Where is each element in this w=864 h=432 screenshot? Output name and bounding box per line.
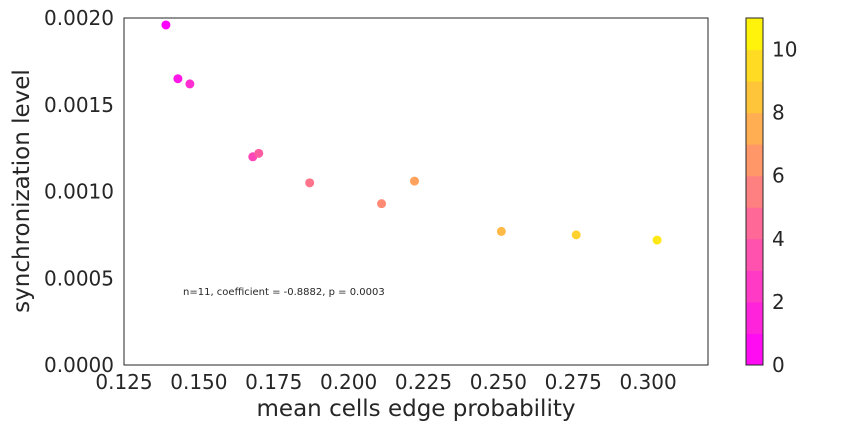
data-point <box>496 226 506 236</box>
colorbar-band <box>746 144 763 177</box>
colorbar-band <box>746 175 763 208</box>
colorbar-tick-label: 8 <box>772 101 785 125</box>
colorbar-band <box>746 333 763 366</box>
x-axis-label: mean cells edge probability <box>257 396 576 422</box>
colorbar-tick-label: 4 <box>772 227 785 251</box>
colorbar-band <box>746 207 763 240</box>
colorbar-band <box>746 18 763 51</box>
colorbar-ticks: 0 2 4 6 8 10 <box>772 38 797 377</box>
y-tick-label: 0.0010 <box>44 180 114 204</box>
x-tick-label: 0.200 <box>320 370 377 394</box>
data-point <box>185 79 195 89</box>
colorbar-frame <box>745 17 764 366</box>
colorbar-band <box>746 81 763 114</box>
y-tick-label: 0.0015 <box>44 93 114 117</box>
data-point <box>652 235 662 245</box>
x-tick-label: 0.300 <box>619 370 676 394</box>
colorbar-band <box>746 112 763 145</box>
x-tick-label: 0.125 <box>95 370 152 394</box>
x-tick-label: 0.225 <box>395 370 452 394</box>
x-tick-label: 0.250 <box>470 370 527 394</box>
colorbar-band <box>746 238 763 271</box>
colorbar-tick-label: 0 <box>772 353 785 377</box>
y-axis-label: synchronization level <box>9 69 35 313</box>
data-point <box>305 178 315 188</box>
x-tick-label: 0.275 <box>545 370 602 394</box>
data-points <box>161 20 662 245</box>
colorbar-tick-label: 2 <box>772 290 785 314</box>
data-point <box>571 230 581 240</box>
colorbar-band <box>746 270 763 303</box>
colorbar <box>745 17 764 366</box>
x-tick-label: 0.175 <box>245 370 302 394</box>
colorbar-band <box>746 49 763 82</box>
y-tick-label: 0.0005 <box>44 266 114 290</box>
y-tick-label: 0.0020 <box>44 6 114 30</box>
data-point <box>377 199 387 209</box>
data-point <box>410 176 420 186</box>
plot-area <box>123 17 709 366</box>
data-point <box>254 148 264 158</box>
y-tick-label: 0.0000 <box>44 353 114 377</box>
annotation: n=11, coefficient = -0.8882, p = 0.0003 <box>183 287 385 298</box>
colorbar-tick-label: 6 <box>772 164 785 188</box>
data-point <box>161 20 171 30</box>
data-point <box>173 74 183 84</box>
colorbar-tick-label: 10 <box>772 38 797 62</box>
y-axis-ticks: 0.0000 0.0005 0.0010 0.0015 0.0020 <box>44 6 114 377</box>
x-axis-ticks: 0.125 0.150 0.175 0.200 0.225 0.250 0.275 0.300 <box>95 370 676 394</box>
colorbar-band <box>746 301 763 334</box>
x-tick-label: 0.150 <box>170 370 227 394</box>
